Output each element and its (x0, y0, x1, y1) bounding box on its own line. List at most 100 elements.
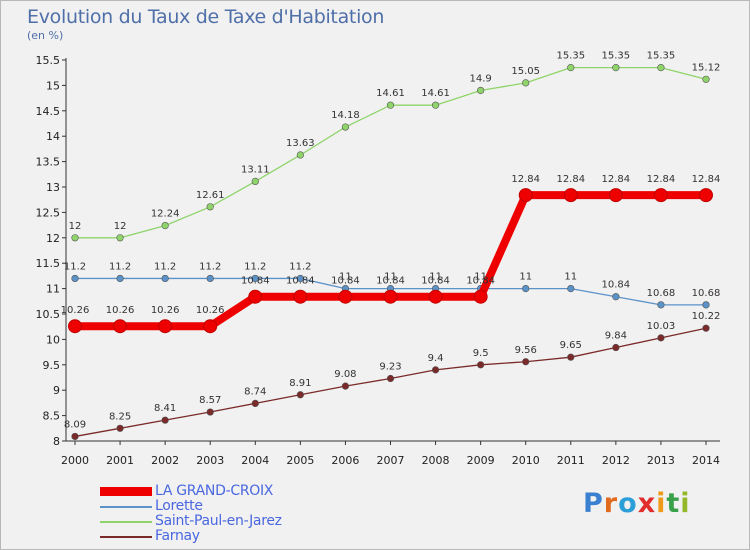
data-label: 8.74 (244, 386, 266, 397)
data-label: 8.41 (154, 403, 176, 414)
data-point (383, 289, 398, 304)
data-label: 14.9 (470, 73, 492, 84)
data-point (428, 289, 443, 304)
y-tick-label: 10.5 (36, 308, 61, 321)
data-label: 9.84 (605, 331, 627, 342)
data-point (522, 285, 530, 293)
data-label: 12.84 (692, 174, 721, 185)
data-point (116, 274, 124, 283)
data-label: 10.26 (106, 305, 135, 316)
data-label: 10.84 (376, 276, 405, 287)
data-point (477, 86, 485, 95)
data-point (522, 358, 530, 366)
data-point (608, 188, 623, 203)
data-label: 13.11 (241, 164, 270, 175)
data-point (161, 274, 169, 283)
data-point (702, 324, 710, 332)
data-point (158, 319, 173, 334)
data-point (657, 334, 665, 342)
data-point (116, 424, 124, 432)
data-label: 12 (114, 221, 127, 232)
data-point (386, 101, 395, 109)
data-point (657, 64, 665, 72)
data-label: 10.84 (466, 276, 495, 287)
data-point (563, 188, 578, 203)
data-point (702, 75, 710, 83)
data-label: 15.12 (692, 62, 721, 73)
data-label: 9.56 (515, 345, 537, 356)
logo-letter: P (583, 488, 604, 519)
data-label: 10.84 (421, 276, 450, 287)
data-label: 11.2 (289, 261, 311, 272)
data-label: 12.84 (602, 174, 631, 185)
y-tick-label: 9 (53, 384, 60, 397)
x-tick-label: 2000 (61, 454, 89, 467)
x-tick-label: 2009 (467, 454, 495, 467)
data-point (71, 234, 79, 242)
data-label: 11 (474, 272, 487, 283)
legend-swatch (100, 521, 152, 523)
data-label: 11 (429, 272, 442, 283)
y-tick-label: 14 (46, 130, 60, 143)
data-label: 10.22 (692, 311, 721, 322)
y-tick-label: 13 (46, 181, 60, 194)
data-point (296, 151, 304, 159)
legend-label: LA GRAND-CROIX (155, 483, 274, 499)
data-point (386, 374, 395, 383)
data-point (206, 274, 214, 283)
data-point (699, 188, 713, 203)
legend-swatch (100, 506, 152, 508)
plot-area (66, 58, 720, 441)
data-point (251, 177, 259, 186)
logo-letter: o (618, 488, 638, 519)
data-label: 14.18 (331, 110, 360, 121)
data-label: 10.26 (196, 305, 225, 316)
data-label: 10.84 (602, 280, 631, 291)
data-label: 15.35 (647, 51, 676, 62)
data-label: 13.63 (286, 138, 315, 149)
data-point (203, 319, 218, 334)
data-label: 10.26 (151, 305, 180, 316)
data-label: 10.68 (692, 288, 721, 299)
y-tick-label: 11.5 (36, 257, 61, 270)
data-label: 12.61 (196, 190, 225, 201)
legend-swatch (100, 487, 152, 496)
x-tick-label: 2011 (557, 454, 585, 467)
data-label: 15.35 (556, 51, 585, 62)
data-point (612, 293, 620, 301)
data-label: 10.84 (241, 276, 270, 287)
x-tick-label: 2001 (106, 454, 134, 467)
data-point (567, 64, 575, 72)
y-tick-label: 8.5 (43, 410, 61, 423)
data-label: 8.57 (199, 395, 221, 406)
x-tick-label: 2005 (286, 454, 314, 467)
data-point (71, 432, 79, 441)
data-label: 10.26 (61, 305, 90, 316)
data-point (653, 188, 668, 203)
legend-label: Saint-Paul-en-Jarez (155, 513, 282, 529)
data-point (161, 416, 169, 424)
data-point (116, 234, 124, 242)
data-label: 12.84 (511, 174, 540, 185)
data-label: 8.91 (289, 378, 311, 389)
chart-unit: (en %) (27, 29, 64, 42)
data-point (477, 361, 485, 369)
x-tick-label: 2006 (331, 454, 359, 467)
data-point (206, 203, 214, 211)
data-label: 8.09 (64, 419, 86, 430)
legend-label: Farnay (155, 528, 200, 544)
data-label: 11 (564, 272, 577, 283)
x-tick-label: 2013 (647, 454, 675, 467)
y-tick-label: 11 (46, 283, 60, 296)
chart-title: Evolution du Taux de Taxe d'Habitation (27, 6, 385, 28)
data-label: 12 (69, 221, 82, 232)
data-point (293, 289, 308, 304)
data-label: 8.25 (109, 411, 131, 422)
y-tick-label: 8 (53, 435, 60, 448)
data-point (431, 366, 440, 374)
data-label: 11 (384, 272, 397, 283)
data-label: 9.23 (379, 362, 401, 373)
data-point (657, 301, 665, 309)
data-point (431, 101, 440, 109)
